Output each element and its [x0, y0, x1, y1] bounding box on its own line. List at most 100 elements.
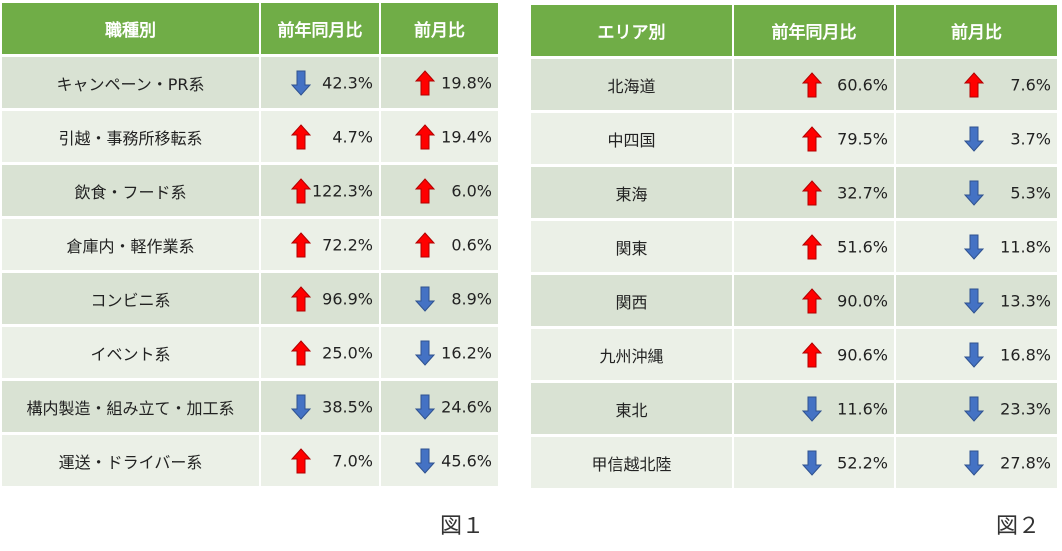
yoy-cell: 90.0%: [733, 273, 896, 329]
arrow-up-icon: [802, 125, 822, 151]
yoy-value: 4.7%: [332, 127, 373, 146]
arrow-down-icon: [291, 70, 311, 96]
table-row: 運送・ドライバー系 7.0% 45.6%: [2, 433, 498, 489]
arrow-down-icon: [964, 180, 984, 206]
table-row: 引越・事務所移転系 4.7% 19.4%: [2, 109, 498, 165]
mom-value: 11.8%: [1000, 237, 1051, 256]
mom-cell: 16.2%: [380, 325, 498, 381]
mom-value: 6.0%: [451, 181, 492, 200]
mom-cell: 0.6%: [380, 217, 498, 273]
arrow-up-icon: [415, 69, 435, 95]
arrow-down-icon: [415, 286, 435, 312]
mom-cell: 6.0%: [380, 163, 498, 219]
table-row: 甲信越北陸 52.2% 27.8%: [531, 435, 1057, 491]
header-yoy: 前年同月比: [260, 3, 381, 57]
job-category-table: 職種別 前年同月比 前月比 キャンペーン・PR系 42.3% 19.8% 引越・事務所…: [2, 3, 498, 489]
yoy-cell: 32.7%: [733, 165, 896, 221]
mom-cell: 13.3%: [895, 273, 1057, 329]
row-label: 関西: [531, 273, 734, 329]
header-mom: 前月比: [895, 5, 1057, 59]
figure-caption-2: 図２: [996, 514, 1041, 539]
arrow-up-icon: [802, 287, 822, 313]
arrow-up-icon: [291, 447, 311, 473]
yoy-cell: 96.9%: [260, 271, 381, 327]
row-label: 北海道: [531, 57, 734, 113]
mom-cell: 24.6%: [380, 379, 498, 435]
yoy-value: 72.2%: [322, 235, 373, 254]
row-label: 東北: [531, 381, 734, 437]
table-row: 関東 51.6% 11.8%: [531, 219, 1057, 275]
arrow-up-icon: [291, 123, 311, 149]
yoy-value: 96.9%: [322, 289, 373, 308]
table-row: 北海道 60.6% 7.6%: [531, 57, 1057, 113]
table-row: 倉庫内・軽作業系 72.2% 0.6%: [2, 217, 498, 273]
row-label: 倉庫内・軽作業系: [2, 217, 261, 273]
area-table: エリア別 前年同月比 前月比 北海道 60.6% 7.6% 中四国 79.5% 3.7% 東…: [531, 5, 1057, 491]
arrow-down-icon: [291, 394, 311, 420]
yoy-value: 7.0%: [332, 451, 373, 470]
row-label: 運送・ドライバー系: [2, 433, 261, 489]
arrow-down-icon: [802, 450, 822, 476]
arrow-down-icon: [802, 396, 822, 422]
yoy-value: 32.7%: [837, 183, 888, 202]
yoy-cell: 11.6%: [733, 381, 896, 437]
arrow-down-icon: [964, 234, 984, 260]
arrow-up-icon: [964, 71, 984, 97]
area-rows: 北海道 60.6% 7.6% 中四国 79.5% 3.7% 東海 32.7% 5.3% 関東 51.…: [531, 57, 1057, 491]
mom-cell: 27.8%: [895, 435, 1057, 491]
arrow-up-icon: [415, 123, 435, 149]
mom-cell: 8.9%: [380, 271, 498, 327]
row-label: 構内製造・組み立て・加工系: [2, 379, 261, 435]
row-label: 甲信越北陸: [531, 435, 734, 491]
header-job-category: 職種別: [2, 3, 261, 57]
mom-value: 23.3%: [1000, 399, 1051, 418]
row-label: コンビニ系: [2, 271, 261, 327]
row-label: 関東: [531, 219, 734, 275]
arrow-up-icon: [291, 231, 311, 257]
mom-value: 24.6%: [441, 397, 492, 416]
arrow-up-icon: [291, 285, 311, 311]
table-row: 東北 11.6% 23.3%: [531, 381, 1057, 437]
mom-value: 16.8%: [1000, 345, 1051, 364]
table-row: キャンペーン・PR系 42.3% 19.8%: [2, 55, 498, 111]
mom-value: 19.8%: [441, 73, 492, 92]
arrow-up-icon: [291, 339, 311, 365]
mom-value: 7.6%: [1010, 75, 1051, 94]
arrow-down-icon: [964, 288, 984, 314]
mom-cell: 7.6%: [895, 57, 1057, 113]
row-label: 中四国: [531, 111, 734, 167]
yoy-cell: 122.3%: [260, 163, 381, 219]
yoy-value: 122.3%: [311, 181, 373, 200]
arrow-down-icon: [964, 450, 984, 476]
arrow-down-icon: [964, 126, 984, 152]
row-label: 飲食・フード系: [2, 163, 261, 219]
table-row: 関西 90.0% 13.3%: [531, 273, 1057, 329]
arrow-up-icon: [802, 71, 822, 97]
mom-cell: 5.3%: [895, 165, 1057, 221]
arrow-up-icon: [291, 177, 311, 203]
mom-value: 5.3%: [1010, 183, 1051, 202]
mom-cell: 45.6%: [380, 433, 498, 489]
mom-value: 45.6%: [441, 451, 492, 470]
arrow-down-icon: [964, 396, 984, 422]
yoy-cell: 90.6%: [733, 327, 896, 383]
mom-value: 16.2%: [441, 343, 492, 362]
yoy-value: 38.5%: [322, 397, 373, 416]
row-label: イベント系: [2, 325, 261, 381]
arrow-up-icon: [802, 233, 822, 259]
yoy-cell: 25.0%: [260, 325, 381, 381]
row-label: キャンペーン・PR系: [2, 55, 261, 111]
yoy-cell: 4.7%: [260, 109, 381, 165]
mom-value: 13.3%: [1000, 291, 1051, 310]
yoy-cell: 72.2%: [260, 217, 381, 273]
table-row: 構内製造・組み立て・加工系 38.5% 24.6%: [2, 379, 498, 435]
mom-cell: 3.7%: [895, 111, 1057, 167]
table-row: コンビニ系 96.9% 8.9%: [2, 271, 498, 327]
arrow-down-icon: [964, 342, 984, 368]
yoy-cell: 60.6%: [733, 57, 896, 113]
yoy-cell: 38.5%: [260, 379, 381, 435]
yoy-cell: 79.5%: [733, 111, 896, 167]
yoy-value: 25.0%: [322, 343, 373, 362]
job-category-rows: キャンペーン・PR系 42.3% 19.8% 引越・事務所移転系 4.7% 19.4% 飲食…: [2, 55, 498, 489]
mom-cell: 11.8%: [895, 219, 1057, 275]
